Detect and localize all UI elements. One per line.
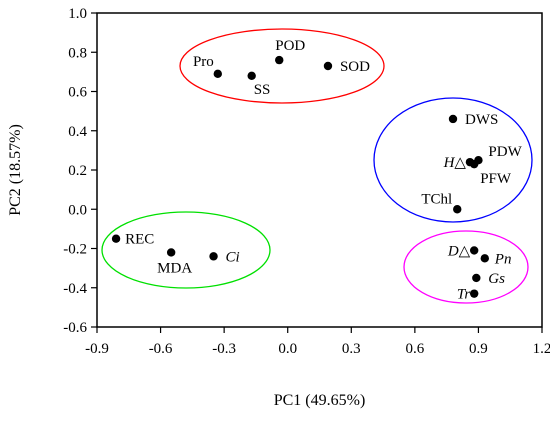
blue-group-ellipse xyxy=(373,97,533,223)
data-point xyxy=(111,234,121,243)
x-tick-label: 0.0 xyxy=(278,341,297,357)
point-label: DWS xyxy=(465,112,498,128)
point-label: PDW xyxy=(488,144,522,160)
x-tick-label: -0.9 xyxy=(85,341,109,357)
y-tick-label: 0.4 xyxy=(68,124,87,140)
x-tick-label: -0.3 xyxy=(212,341,236,357)
point-label: MDA xyxy=(157,260,192,276)
red-group-ellipse xyxy=(179,28,385,104)
point-label: SS xyxy=(254,82,271,98)
point-label: Pn xyxy=(494,251,512,267)
data-point xyxy=(469,159,479,169)
group-ellipses xyxy=(101,28,533,304)
magenta-group-ellipse xyxy=(403,230,529,304)
point-label: REC xyxy=(125,232,154,248)
x-tick-label: 0.9 xyxy=(469,341,488,357)
data-point xyxy=(472,273,481,283)
x-tick-label: -0.6 xyxy=(149,341,173,357)
y-tick-label: -0.4 xyxy=(63,281,87,297)
y-tick-label: 0.2 xyxy=(68,163,87,179)
y-tick-label: 0.6 xyxy=(68,85,87,101)
y-tick-label: 1.0 xyxy=(68,6,87,22)
y-axis-title: PC2 (18.57%) xyxy=(7,124,24,216)
point-label: Pro xyxy=(193,54,214,70)
x-tick-label: 0.6 xyxy=(405,341,424,357)
x-tick-label: 0.3 xyxy=(342,341,361,357)
y-tick-label: 0.0 xyxy=(68,202,87,218)
point-label: TChl xyxy=(421,191,452,207)
x-axis-title: PC1 (49.65%) xyxy=(274,392,366,409)
data-point xyxy=(480,254,489,263)
data-point xyxy=(247,71,256,81)
data-point xyxy=(213,69,222,79)
y-tick-label: -0.6 xyxy=(63,320,87,336)
axis-ticks: -0.9 -0.6 -0.3 0.0 0.3 0.6 0.9 1.2 1.0 0.8 0.6 0.4 0… xyxy=(63,6,550,357)
y-tick-label: -0.2 xyxy=(63,242,87,258)
y-tick-label: 0.8 xyxy=(68,45,87,61)
data-point xyxy=(469,289,479,298)
point-label: SOD xyxy=(340,59,370,75)
data-point xyxy=(275,55,284,65)
data-point xyxy=(469,246,479,255)
data-point xyxy=(453,205,462,214)
point-label: H△ xyxy=(443,155,467,171)
data-point xyxy=(448,114,458,124)
point-label: Tr xyxy=(457,287,471,303)
data-point xyxy=(323,61,333,71)
point-label: PFW xyxy=(480,171,512,187)
data-point xyxy=(166,248,176,257)
point-label: Ci xyxy=(226,249,240,265)
point-label: Gs xyxy=(488,271,505,287)
point-label: D△ xyxy=(447,243,471,259)
point-label: POD xyxy=(275,38,305,54)
x-tick-label: 1.2 xyxy=(533,341,550,357)
data-point xyxy=(209,252,218,261)
green-group-ellipse xyxy=(101,211,271,289)
